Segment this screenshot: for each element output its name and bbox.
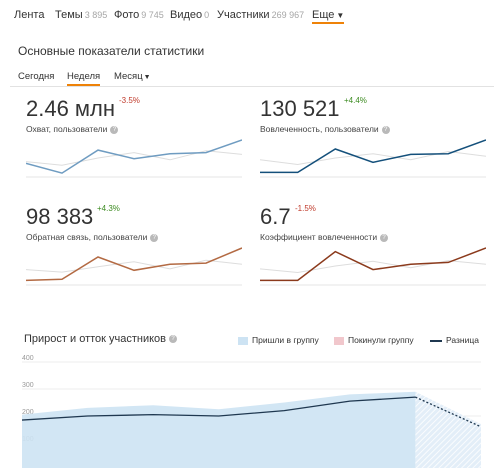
- sparkline-previous: [260, 150, 486, 166]
- metric-value: 2.46 млн: [26, 96, 116, 121]
- nav-item-feed[interactable]: Лента: [14, 9, 45, 21]
- legend-swatch-left: [334, 336, 344, 345]
- area-joined-forecast: [415, 391, 481, 468]
- metric-label: Обратная связь, пользователи?: [26, 232, 159, 242]
- help-icon[interactable]: ?: [169, 335, 178, 344]
- metric-label: Вовлеченность, пользователи?: [260, 124, 390, 134]
- help-icon[interactable]: ?: [380, 233, 389, 242]
- metric-delta: -1.5%: [295, 204, 316, 213]
- legend-diff[interactable]: Разница: [430, 335, 479, 345]
- help-icon[interactable]: ?: [110, 125, 119, 134]
- metric-value: 98 383: [26, 204, 94, 229]
- sparkline-engagement: [260, 139, 486, 178]
- metric-label: Охват, пользователи?: [26, 124, 119, 134]
- y-tick-label: 200: [22, 409, 34, 416]
- metric-label: Коэффициент вовлеченности?: [260, 232, 389, 242]
- chevron-down-icon: ▼: [336, 11, 345, 20]
- y-tick-label: 400: [22, 355, 34, 362]
- videos-count: 0: [204, 10, 210, 20]
- help-icon[interactable]: ?: [150, 233, 159, 242]
- photos-count: 9 745: [141, 10, 164, 20]
- metric-delta: +4.3%: [97, 204, 120, 213]
- legend-left[interactable]: Покинули группу: [334, 335, 414, 345]
- growth-chart: 400300200100: [21, 355, 482, 468]
- tab-today[interactable]: Сегодня: [18, 71, 55, 82]
- metric-value: 6.7: [260, 204, 291, 229]
- area-joined: [22, 391, 416, 468]
- sparkline-previous: [260, 260, 486, 274]
- tab-week[interactable]: Неделя: [67, 71, 101, 86]
- sparkline-current: [26, 247, 242, 282]
- line-difference: [21, 396, 416, 421]
- growth-chart-title: Прирост и отток участников?: [24, 333, 178, 345]
- more-menu[interactable]: Еще ▼: [312, 9, 345, 24]
- nav-item-videos[interactable]: Видео 0: [170, 9, 210, 21]
- period-tabs: Сегодня Неделя Месяц▼: [10, 68, 494, 87]
- sparkline-current: [26, 139, 242, 174]
- nav-item-photos[interactable]: Фото 9 745: [114, 9, 164, 21]
- legend-joined[interactable]: Пришли в группу: [238, 335, 319, 345]
- sparkline-engagement-rate: [260, 247, 486, 286]
- sparkline-previous: [26, 150, 242, 166]
- y-tick-label: 300: [22, 382, 34, 389]
- sparkline-current: [260, 139, 486, 174]
- chevron-down-icon: ▼: [143, 74, 151, 81]
- nav-item-topics[interactable]: Темы 3 895: [55, 9, 108, 21]
- legend-line-diff: [430, 339, 442, 342]
- metric-delta: +4.4%: [344, 96, 367, 105]
- topics-count: 3 895: [84, 10, 108, 20]
- nav-item-members[interactable]: Участники 269 967: [217, 9, 305, 21]
- members-count: 269 967: [271, 10, 305, 20]
- sparkline-previous: [26, 259, 242, 273]
- metric-delta: -3.5%: [119, 96, 140, 105]
- help-icon[interactable]: ?: [381, 125, 390, 134]
- tab-month[interactable]: Месяц▼: [114, 71, 151, 82]
- section-title: Основные показатели статистики: [18, 44, 205, 58]
- sparkline-current: [260, 247, 486, 282]
- metric-value: 130 521: [260, 96, 340, 121]
- legend-swatch-joined: [238, 336, 248, 345]
- sparkline-feedback: [26, 247, 242, 286]
- sparkline-reach: [26, 139, 242, 178]
